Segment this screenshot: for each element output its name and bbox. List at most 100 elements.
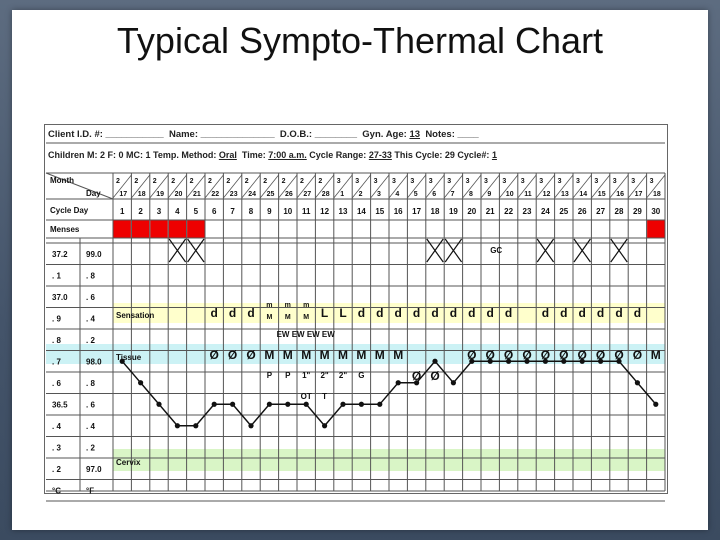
cervix-symbol: 2" <box>339 371 347 380</box>
temp-c-label: . 8 <box>52 336 61 345</box>
sensation-label: Sensation <box>116 311 154 320</box>
month-day-slash <box>241 174 261 199</box>
cycle-day-value: 19 <box>449 207 458 216</box>
sensation-symbol: d <box>542 306 549 320</box>
cycle-day-value: 12 <box>320 207 329 216</box>
month-day-slash <box>609 174 629 199</box>
day-label: Day <box>86 189 101 198</box>
month-value: 2 <box>116 178 120 185</box>
month-day-slash <box>131 174 151 199</box>
day-value: 25 <box>267 191 275 198</box>
day-value: 11 <box>524 191 532 198</box>
cervix-symbol: 2" <box>320 371 328 380</box>
month-value: 3 <box>539 178 543 185</box>
ew-text: EW EW EW EW <box>277 330 336 339</box>
month-value: 2 <box>245 178 249 185</box>
cycle-day-value: 30 <box>651 207 660 216</box>
notes-value: ____ <box>457 129 479 140</box>
x-mark <box>444 238 463 263</box>
month-value: 3 <box>521 178 525 185</box>
month-day-slash <box>462 174 482 199</box>
sensation-symbol: d <box>634 306 641 320</box>
month-day-slash <box>517 174 537 199</box>
month-day-slash <box>535 174 555 199</box>
cycle-range-label: Cycle Range: <box>309 150 367 160</box>
temp-c-label: 37.0 <box>52 293 68 302</box>
month-value: 3 <box>631 178 635 185</box>
cervix-symbol: 1" <box>302 371 310 380</box>
temp-c-label: 36.5 <box>52 400 68 409</box>
client-id-value: ___________ <box>105 129 164 140</box>
month-value: 3 <box>484 178 488 185</box>
day-value: 26 <box>285 191 293 198</box>
sensation-symbol: d <box>229 306 236 320</box>
cervix-symbol: Ø <box>412 369 421 383</box>
month-day-slash <box>554 174 574 199</box>
temp-f-label: . 2 <box>86 443 95 452</box>
sensation-symbol: d <box>487 306 494 320</box>
cycle-day-value: 13 <box>339 207 348 216</box>
cycle-day-value: 3 <box>157 207 162 216</box>
tissue-symbol: Ø <box>596 348 605 362</box>
dob-label: D.O.B.: <box>279 129 313 140</box>
month-value: 2 <box>190 178 194 185</box>
tissue-symbol: M <box>651 348 661 362</box>
tissue-symbol: Ø <box>246 348 255 362</box>
sensation-symbol: d <box>376 306 383 320</box>
sensation-symbol: d <box>579 306 586 320</box>
day-value: 10 <box>506 191 514 198</box>
month-value: 3 <box>447 178 451 185</box>
day-value: 28 <box>322 191 330 198</box>
month-day-divider <box>45 172 114 200</box>
temperature-point <box>579 358 585 364</box>
cycle-day-value: 24 <box>541 207 550 216</box>
header-line-1: Client I.D. #: ___________ Name: _______… <box>48 129 479 140</box>
temperature-point <box>561 358 567 364</box>
day-value: 18 <box>653 191 661 198</box>
cervix-symbol: P <box>267 371 273 380</box>
cycle-day-value: 8 <box>249 207 254 216</box>
tissue-symbol: M <box>375 348 385 362</box>
tissue-symbol: Ø <box>614 348 623 362</box>
day-value: 7 <box>451 191 455 198</box>
cycle-day-value: 2 <box>138 207 143 216</box>
cycle-range-value: 27-33 <box>368 150 392 160</box>
cycle-day-value: 26 <box>578 207 587 216</box>
temperature-line <box>121 360 657 427</box>
cervix-symbol: P <box>285 371 291 380</box>
month-day-slash <box>646 174 666 199</box>
month-day-slash <box>627 174 647 199</box>
temp-c-label: . 2 <box>52 465 61 474</box>
day-value: 17 <box>119 191 127 198</box>
temperature-point <box>119 358 125 364</box>
sensation-symbol: m <box>303 302 309 309</box>
gc-label: GC <box>490 246 502 255</box>
month-value: 2 <box>226 178 230 185</box>
menses-red-cell <box>113 220 131 238</box>
sensation-symbol: d <box>597 306 604 320</box>
tissue-symbol: Ø <box>210 348 219 362</box>
cycle-day-value: 23 <box>523 207 532 216</box>
month-value: 3 <box>650 178 654 185</box>
temp-f-label: . 6 <box>86 293 95 302</box>
tissue-symbol: Ø <box>578 348 587 362</box>
sensation-symbol: L <box>339 306 346 320</box>
temperature-point <box>248 423 254 429</box>
day-value: 6 <box>432 191 436 198</box>
cycle-day-value: 9 <box>267 207 272 216</box>
temperature-point <box>542 358 549 364</box>
temp-f-label: . 4 <box>86 314 95 323</box>
month-day-slash <box>112 174 132 199</box>
sensation-symbol: d <box>413 306 420 320</box>
cycle-day-value: 11 <box>302 207 311 216</box>
temperature-point <box>174 423 180 429</box>
temperature-point <box>653 401 659 407</box>
day-value: 8 <box>469 191 473 198</box>
month-day-slash <box>333 174 353 199</box>
cervix-symbol: Ø <box>430 369 439 383</box>
cycle-day-value: 4 <box>175 207 180 216</box>
month-day-slash <box>388 174 408 199</box>
month-day-slash <box>223 174 243 199</box>
day-value: 19 <box>156 191 164 198</box>
